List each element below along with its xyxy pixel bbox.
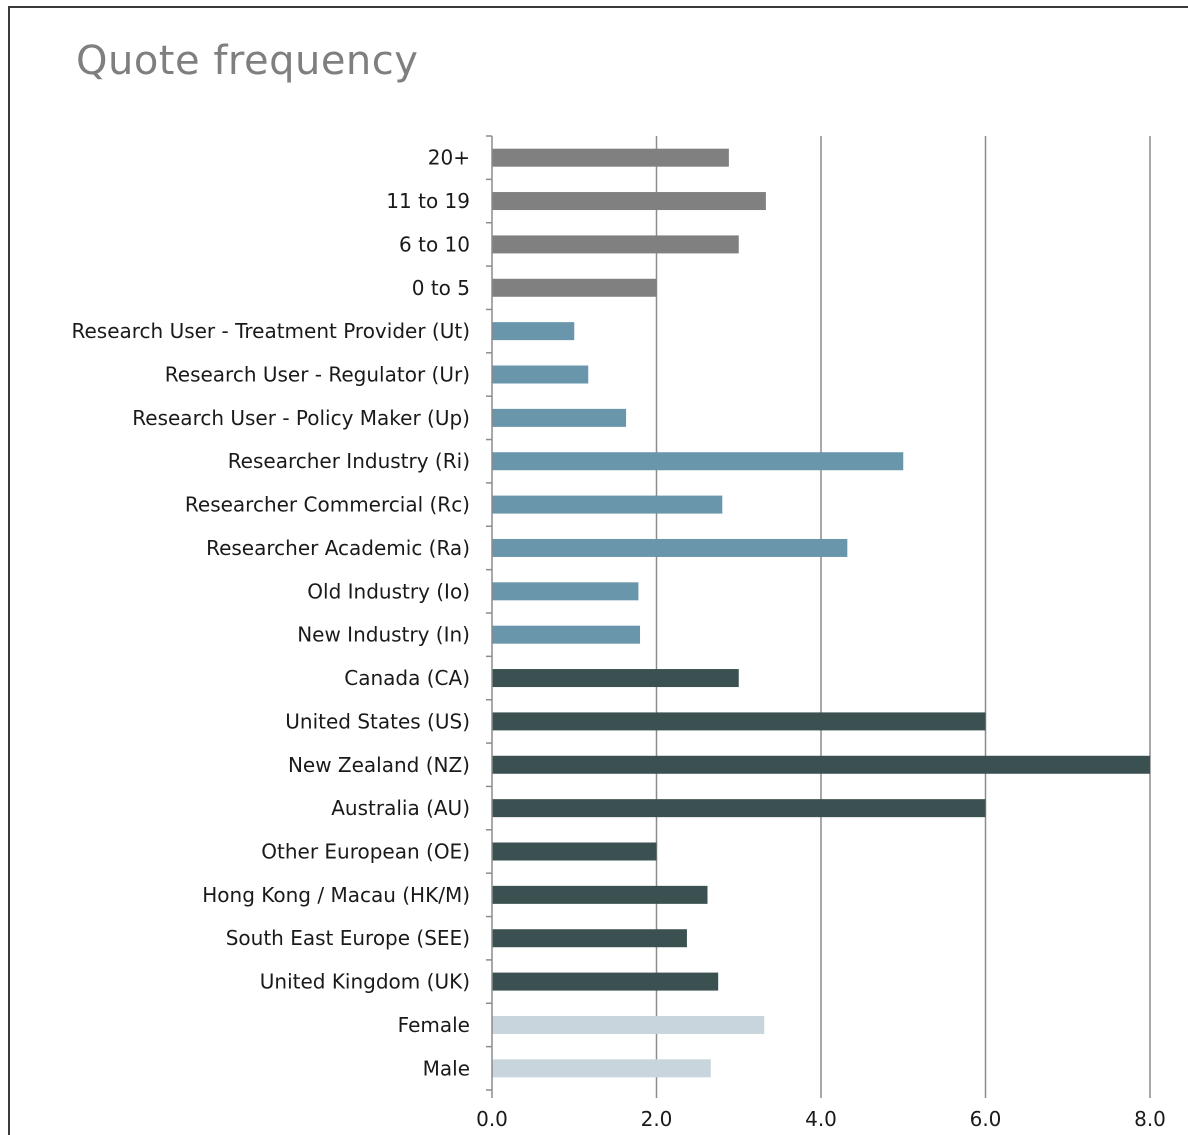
category-label: Male xyxy=(423,1056,470,1080)
chart-frame xyxy=(8,6,1188,1135)
category-label: Researcher Academic (Ra) xyxy=(206,536,470,560)
category-label: 6 to 10 xyxy=(399,232,470,256)
bar xyxy=(492,452,904,471)
bar xyxy=(492,755,1150,774)
bar xyxy=(492,885,708,904)
category-label: Research User - Treatment Provider (Ut) xyxy=(71,319,470,343)
category-label: Researcher Industry (Ri) xyxy=(228,449,470,473)
x-tick-label: 8.0 xyxy=(1134,1107,1166,1131)
x-tick-label: 6.0 xyxy=(970,1107,1002,1131)
category-label: United Kingdom (UK) xyxy=(260,970,470,994)
category-label: New Zealand (NZ) xyxy=(288,753,470,777)
category-label: Research User - Regulator (Ur) xyxy=(165,363,470,387)
bar xyxy=(492,148,729,167)
category-label: Hong Kong / Macau (HK/M) xyxy=(202,883,470,907)
bar xyxy=(492,1015,765,1034)
bar xyxy=(492,799,986,818)
bar xyxy=(492,842,657,861)
bar xyxy=(492,495,723,514)
category-label: Canada (CA) xyxy=(344,666,470,690)
bar xyxy=(492,365,589,384)
category-label: Researcher Commercial (Rc) xyxy=(185,493,470,517)
bar xyxy=(492,278,657,297)
bar xyxy=(492,929,687,948)
bar xyxy=(492,538,848,557)
category-label: United States (US) xyxy=(285,709,470,733)
category-label: Australia (AU) xyxy=(331,796,470,820)
category-label: Research User - Policy Maker (Up) xyxy=(132,406,470,430)
bar xyxy=(492,972,719,991)
category-labels: 20+ 11 to 19 6 to 10 0 to 5 Research User - … xyxy=(71,146,470,1081)
category-label: New Industry (In) xyxy=(297,623,470,647)
x-axis: 0.0 2.0 4.0 6.0 8.0 xyxy=(476,1107,1166,1131)
bar xyxy=(492,669,739,688)
bars xyxy=(492,148,1150,1078)
page-title: Quote frequency xyxy=(76,38,419,84)
y-axis xyxy=(486,135,493,1098)
bar xyxy=(492,712,986,731)
bar xyxy=(492,625,641,644)
category-label: Other European (OE) xyxy=(261,840,470,864)
x-tick-label: 2.0 xyxy=(641,1107,673,1131)
category-label: 20+ xyxy=(428,146,470,170)
x-tick-label: 0.0 xyxy=(476,1107,508,1131)
gridlines xyxy=(655,136,1151,1098)
bar xyxy=(492,322,575,341)
category-label: 11 to 19 xyxy=(386,189,470,213)
bar xyxy=(492,582,639,601)
bar xyxy=(492,192,766,211)
category-label: Old Industry (Io) xyxy=(307,579,470,603)
category-label: South East Europe (SEE) xyxy=(226,926,470,950)
bar xyxy=(492,1059,711,1078)
category-label: 0 to 5 xyxy=(412,276,470,300)
bar xyxy=(492,235,739,254)
x-tick-label: 4.0 xyxy=(805,1107,837,1131)
category-label: Female xyxy=(398,1013,470,1037)
bar xyxy=(492,408,627,427)
